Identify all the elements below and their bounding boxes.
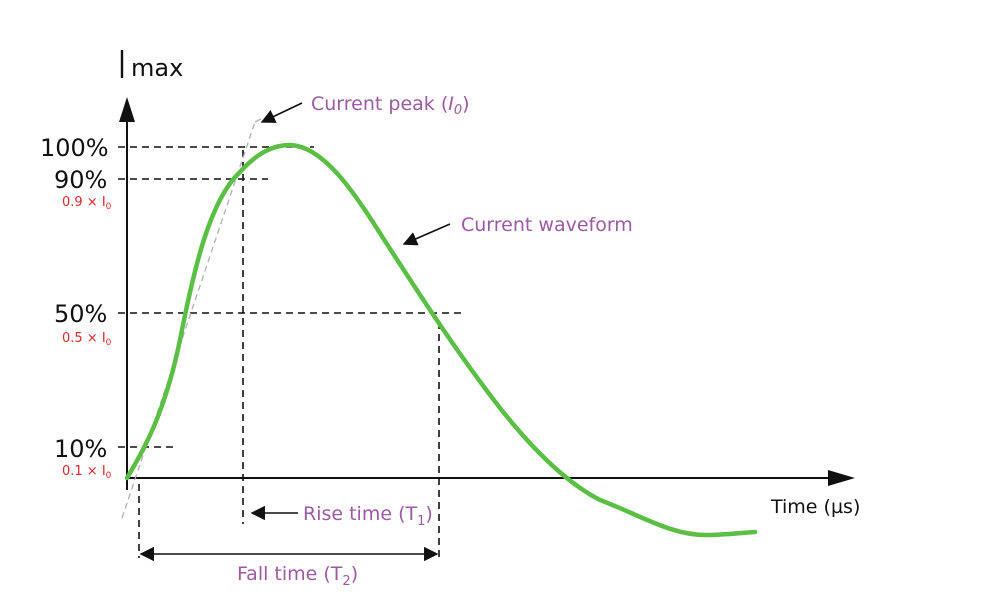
y-axis-title: max xyxy=(131,54,183,82)
current-waveform-arrow-icon xyxy=(402,223,451,246)
level-label-50: 50% xyxy=(54,300,107,328)
x-axis-arrow-icon xyxy=(828,470,855,486)
current-waveform-curve xyxy=(124,142,758,538)
level-label-90: 90% xyxy=(54,166,107,194)
level-sub-50: 0.5 × I0 xyxy=(62,331,112,348)
current-peak-arrow-icon xyxy=(260,102,303,123)
level-label-100: 100% xyxy=(40,134,109,162)
rise-time-label: Rise time (T1) xyxy=(303,503,433,529)
level-sub-90: 0.9 × I0 xyxy=(62,195,112,212)
level-sub-10: 0.1 × I0 xyxy=(62,464,112,481)
fall-time-label: Fall time (T2) xyxy=(237,563,358,589)
tangent-line-tip xyxy=(254,118,262,123)
current-peak-label: Current peak (I0) xyxy=(311,93,470,118)
y-axis-arrow-icon xyxy=(119,97,135,122)
current-waveform-label: Current waveform xyxy=(461,214,633,236)
level-label-10: 10% xyxy=(54,435,107,463)
x-axis-title: Time (µs) xyxy=(770,496,860,518)
tangent-line xyxy=(121,121,256,519)
